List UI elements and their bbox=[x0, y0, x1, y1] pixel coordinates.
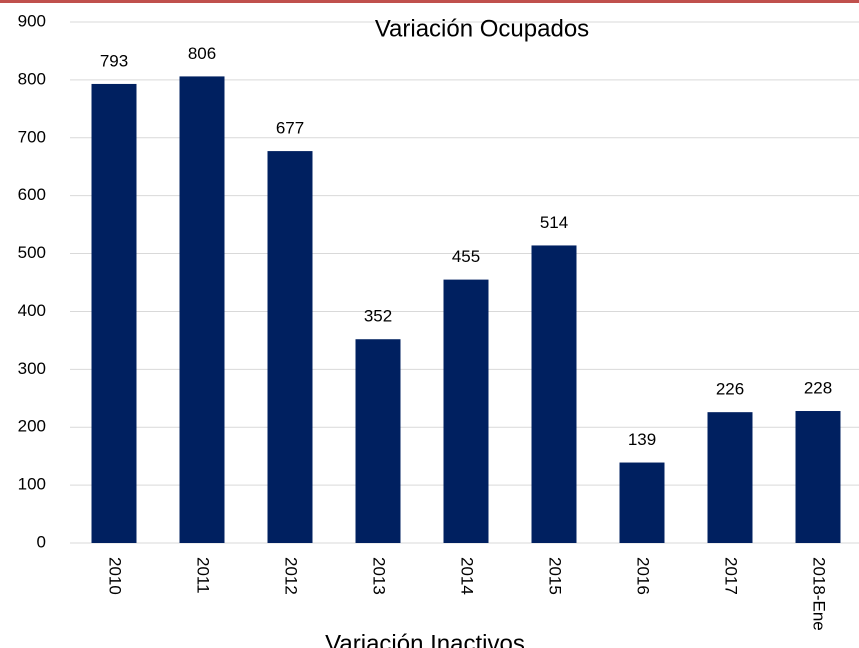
caption: Variación Inactivos bbox=[325, 630, 525, 648]
x-tick-label: 2016 bbox=[634, 557, 653, 595]
data-label: 677 bbox=[276, 119, 304, 138]
bar bbox=[355, 339, 401, 543]
bar bbox=[707, 412, 753, 543]
data-label: 455 bbox=[452, 247, 480, 266]
data-label: 139 bbox=[628, 430, 656, 449]
x-tick-label: 2013 bbox=[370, 557, 389, 595]
y-tick-label: 200 bbox=[18, 417, 46, 436]
data-label: 228 bbox=[804, 378, 832, 397]
x-tick-label: 2012 bbox=[282, 557, 301, 595]
x-tick-label: 2010 bbox=[106, 557, 125, 595]
y-tick-label: 600 bbox=[18, 185, 46, 204]
bar bbox=[531, 245, 577, 543]
y-tick-label: 400 bbox=[18, 301, 46, 320]
bar bbox=[179, 76, 225, 543]
bar bbox=[443, 279, 489, 543]
y-tick-label: 500 bbox=[18, 243, 46, 262]
data-label: 514 bbox=[540, 213, 568, 232]
bar bbox=[267, 151, 313, 543]
data-label: 226 bbox=[716, 380, 744, 399]
y-tick-label: 900 bbox=[18, 11, 46, 30]
chart-title: Variación Ocupados bbox=[375, 15, 589, 42]
y-tick-label: 100 bbox=[18, 475, 46, 494]
x-tick-label: 2014 bbox=[458, 557, 477, 595]
y-tick-label: 800 bbox=[18, 69, 46, 88]
x-tick-label: 2011 bbox=[194, 557, 213, 594]
data-label: 352 bbox=[364, 307, 392, 326]
x-tick-label: 2018-Ene bbox=[810, 557, 829, 631]
data-label: 806 bbox=[188, 44, 216, 63]
y-tick-label: 300 bbox=[18, 359, 46, 378]
x-tick-label: 2017 bbox=[722, 557, 741, 595]
bar bbox=[619, 462, 665, 543]
data-label: 793 bbox=[100, 51, 128, 70]
y-tick-label: 700 bbox=[18, 127, 46, 146]
y-tick-label: 0 bbox=[37, 532, 46, 551]
top-border bbox=[0, 0, 859, 3]
bar bbox=[795, 411, 841, 543]
bar bbox=[91, 83, 137, 544]
x-tick-label: 2015 bbox=[546, 557, 565, 595]
